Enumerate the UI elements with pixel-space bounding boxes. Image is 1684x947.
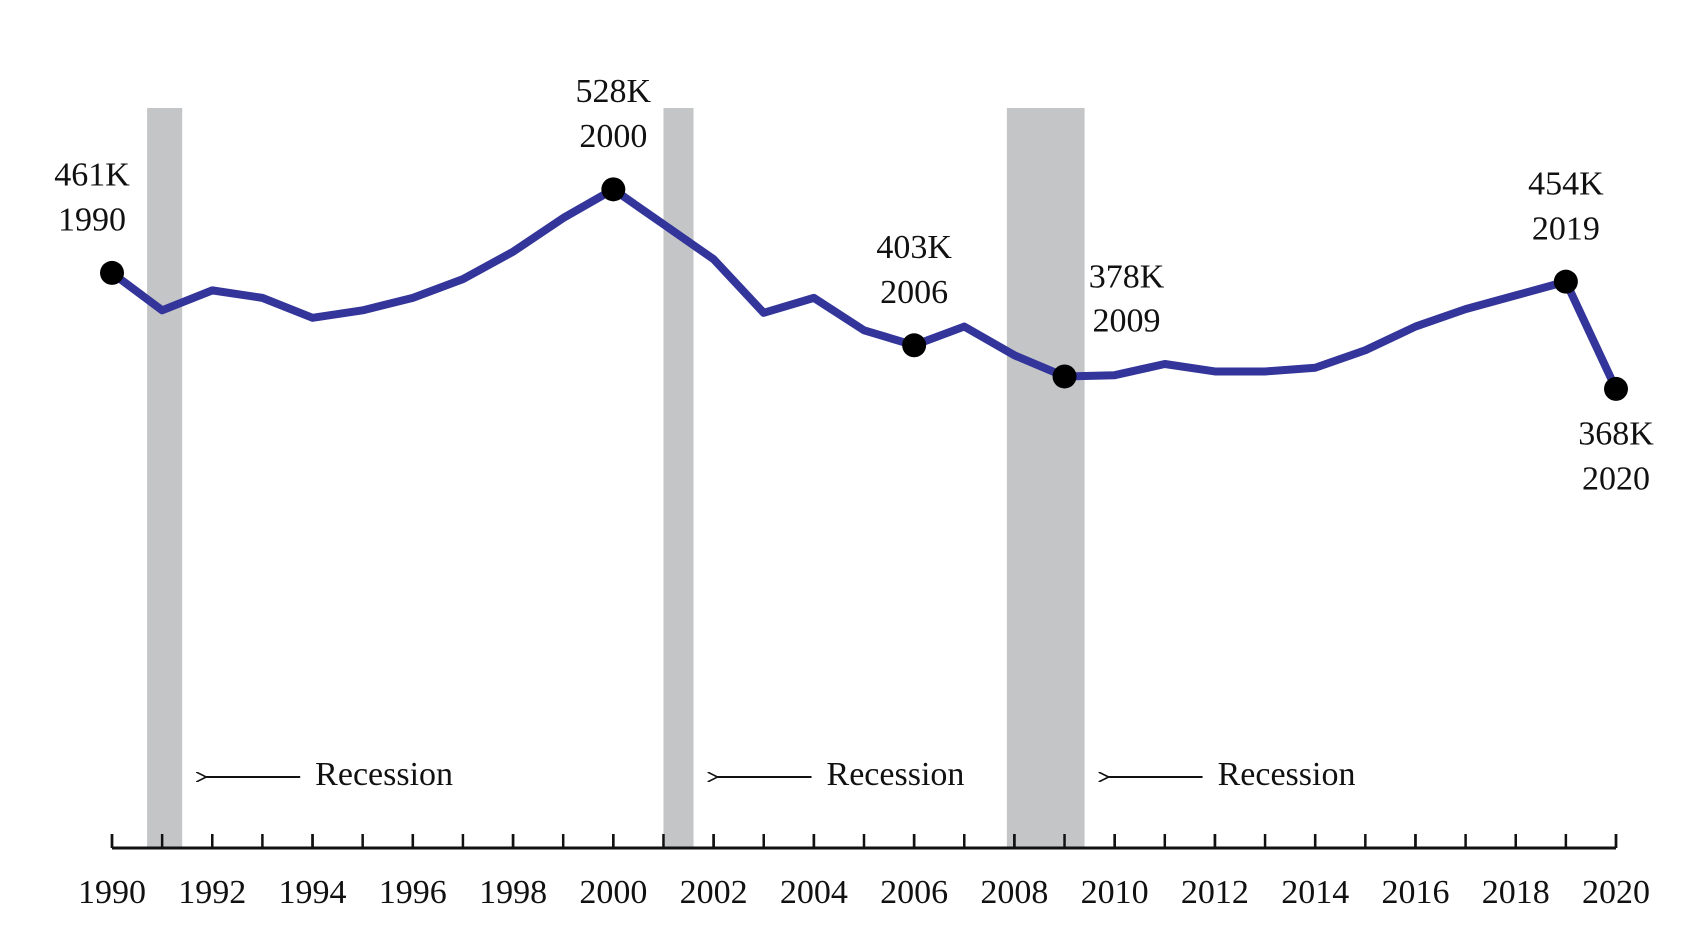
value-label: 368K <box>1578 416 1654 453</box>
x-tick-label: 1990 <box>78 874 146 911</box>
year-label: 2009 <box>1093 302 1161 339</box>
series-line <box>109 185 1620 391</box>
x-tick-label: 2018 <box>1482 874 1550 911</box>
x-tick-label: 2012 <box>1181 874 1249 911</box>
x-tick-label: 2014 <box>1281 874 1349 911</box>
x-tick-label: 1998 <box>479 874 547 911</box>
year-label: 2000 <box>579 118 647 155</box>
point-marker <box>601 177 626 202</box>
point-marker <box>1604 376 1628 401</box>
recession-band <box>147 108 183 848</box>
year-label: 1990 <box>58 202 126 239</box>
x-tick-label: 2008 <box>980 874 1048 911</box>
point-marker <box>902 333 927 358</box>
value-label: 528K <box>576 73 652 110</box>
value-label: 378K <box>1089 258 1165 295</box>
value-label: 454K <box>1528 165 1604 202</box>
year-label: 2019 <box>1532 210 1600 247</box>
x-tick-label: 2006 <box>880 874 948 911</box>
x-tick-label: 2002 <box>680 874 748 911</box>
x-tick-label: 2020 <box>1582 874 1650 911</box>
value-label: 461K <box>54 157 130 194</box>
x-tick-label: 1992 <box>178 874 246 911</box>
recession-band <box>1006 108 1085 848</box>
point-marker <box>1553 269 1578 294</box>
recession-band <box>663 108 694 848</box>
x-tick-label: 2000 <box>579 874 647 911</box>
x-tick-label: 2004 <box>780 874 848 911</box>
recession-label: Recession <box>315 756 453 793</box>
point-marker <box>1052 364 1077 389</box>
recession-label: Recession <box>1218 756 1356 793</box>
x-tick-label: 2010 <box>1081 874 1149 911</box>
x-tick-label: 2016 <box>1381 874 1449 911</box>
point-marker <box>100 260 124 285</box>
year-label: 2020 <box>1582 461 1650 498</box>
year-label: 2006 <box>880 274 948 311</box>
recession-label: Recession <box>827 756 965 793</box>
value-label: 403K <box>876 229 952 266</box>
x-tick-label: 1994 <box>279 874 347 911</box>
x-tick-label: 1996 <box>379 874 447 911</box>
